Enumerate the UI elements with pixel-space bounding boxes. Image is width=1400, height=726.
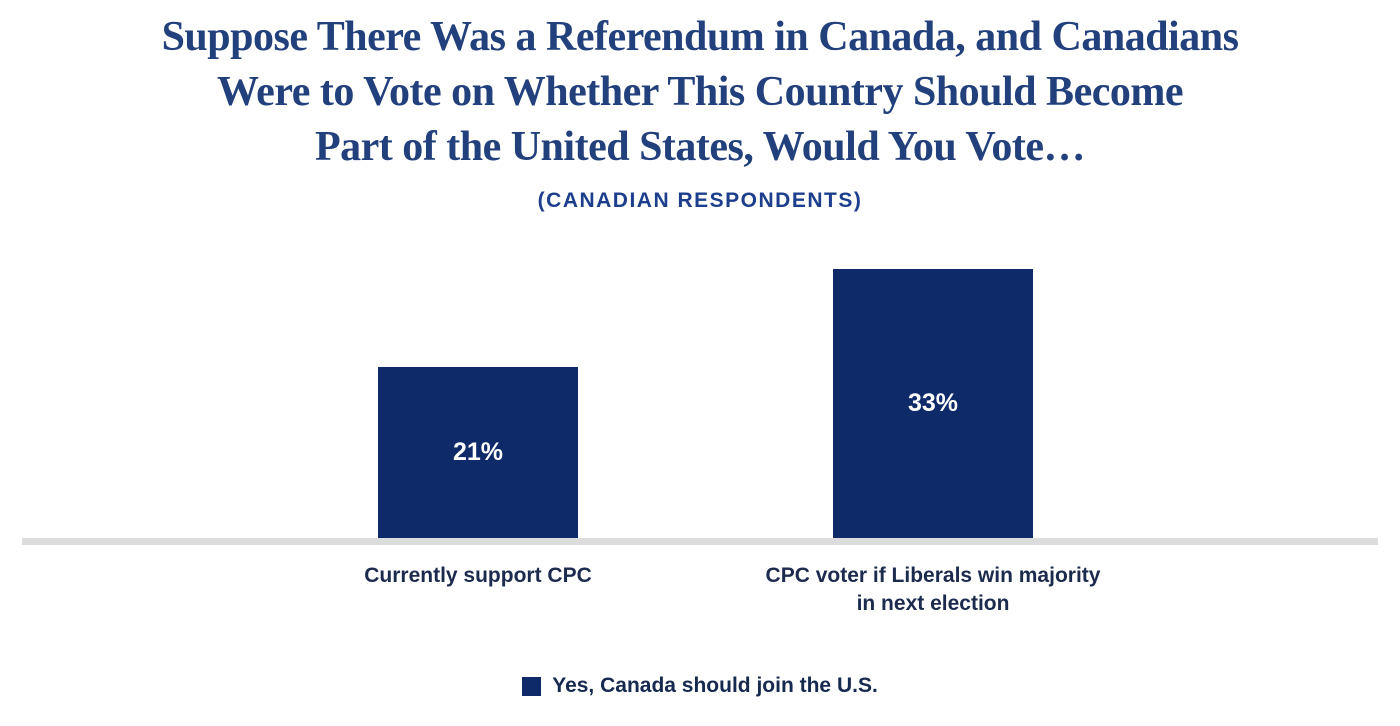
- chart-title-line-2: Were to Vote on Whether This Country Sho…: [217, 69, 1183, 115]
- bar-value-label: 21%: [452, 438, 504, 466]
- chart-subtitle: (CANADIAN RESPONDENTS): [537, 189, 863, 212]
- bar-currently-support-cpc: 21%: [378, 367, 578, 538]
- x-axis-line: [22, 538, 1378, 545]
- legend-swatch: [522, 676, 542, 696]
- chart-title: Suppose There Was a Referendum in Canada…: [0, 10, 1400, 175]
- category-label-currently-support-cpc: Currently support CPC: [364, 564, 592, 587]
- category-label-cpc-voter-if-liberals-win: CPC voter if Liberals win majority in ne…: [765, 564, 1101, 615]
- bar-cpc-voter-if-liberals-win: 33%: [833, 269, 1033, 538]
- bar-value-label: 33%: [907, 389, 959, 417]
- legend: Yes, Canada should join the U.S.: [0, 674, 1400, 698]
- chart-title-line-3: Part of the United States, Would You Vot…: [314, 124, 1086, 170]
- chart-title-line-1: Suppose There Was a Referendum in Canada…: [161, 14, 1239, 60]
- legend-label: Yes, Canada should join the U.S.: [552, 674, 878, 697]
